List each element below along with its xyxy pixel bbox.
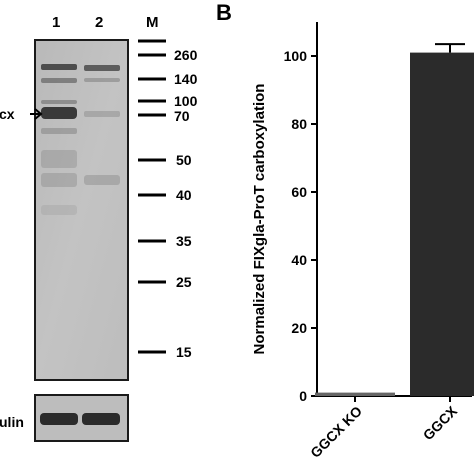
- y-tick-label: 60: [291, 184, 307, 200]
- band-lane2-f: [84, 175, 120, 185]
- x-category-label: GGCX: [420, 402, 461, 443]
- marker-label-50: 50: [176, 152, 192, 168]
- x-categories: GGCX KO GGCX: [307, 396, 461, 461]
- bar-chart: 0 20 40 60 80 100 GGCX KO GGCX Normalized FIXg…: [251, 22, 474, 461]
- lane-label-marker: M: [146, 14, 159, 31]
- marker-label-140: 140: [174, 71, 198, 87]
- band-lane1-d: [41, 128, 77, 134]
- band-lane2-b: [84, 78, 120, 82]
- marker-label-15: 15: [176, 344, 192, 360]
- marker-label-100: 100: [174, 93, 198, 109]
- arrow-head: [34, 108, 43, 120]
- bar-ggcx-ko: [315, 392, 395, 396]
- loading-band-lane1: [40, 413, 78, 425]
- marker-label-25: 25: [176, 274, 192, 290]
- y-tick-label: 100: [284, 48, 308, 64]
- loading-control-label: ulin: [0, 414, 24, 430]
- loading-band-lane2: [82, 413, 120, 425]
- band-lane2-ggcx: [84, 111, 120, 117]
- x-category-label: GGCX KO: [307, 403, 365, 461]
- loading-control-blot: [34, 394, 129, 442]
- marker-label-70: 70: [174, 108, 190, 124]
- y-axis-title: Normalized FIXgla-ProT carboxylation: [251, 84, 268, 355]
- bars: [315, 43, 474, 396]
- marker-label-35: 35: [176, 233, 192, 249]
- band-lane1-b: [41, 78, 77, 83]
- band-lane1-c: [41, 100, 77, 104]
- western-blot: [30, 39, 129, 381]
- band-lane1-top: [41, 64, 77, 70]
- band-lane1-g: [41, 205, 77, 215]
- panel-b-letter: B: [216, 0, 232, 25]
- y-tick-label: 20: [291, 320, 307, 336]
- band-lane1-e: [41, 150, 77, 168]
- marker-label-260: 260: [174, 47, 198, 63]
- band-lane1-f: [41, 173, 77, 187]
- marker-label-40: 40: [176, 187, 192, 203]
- bar-ggcx: [410, 52, 474, 396]
- y-tick-label: 0: [299, 388, 307, 404]
- band-lane2-top: [84, 65, 120, 71]
- lane-label-1: 1: [52, 14, 61, 31]
- y-tick-label: 80: [291, 116, 307, 132]
- marker-ticks: [138, 39, 166, 354]
- y-tick-label: 40: [291, 252, 307, 268]
- lane-label-2: 2: [95, 14, 104, 31]
- protein-arrow-label: cx: [0, 106, 15, 122]
- band-ggcx: [41, 107, 77, 119]
- blot-membrane: [34, 39, 129, 381]
- y-ticks: 0 20 40 60 80 100: [284, 48, 317, 404]
